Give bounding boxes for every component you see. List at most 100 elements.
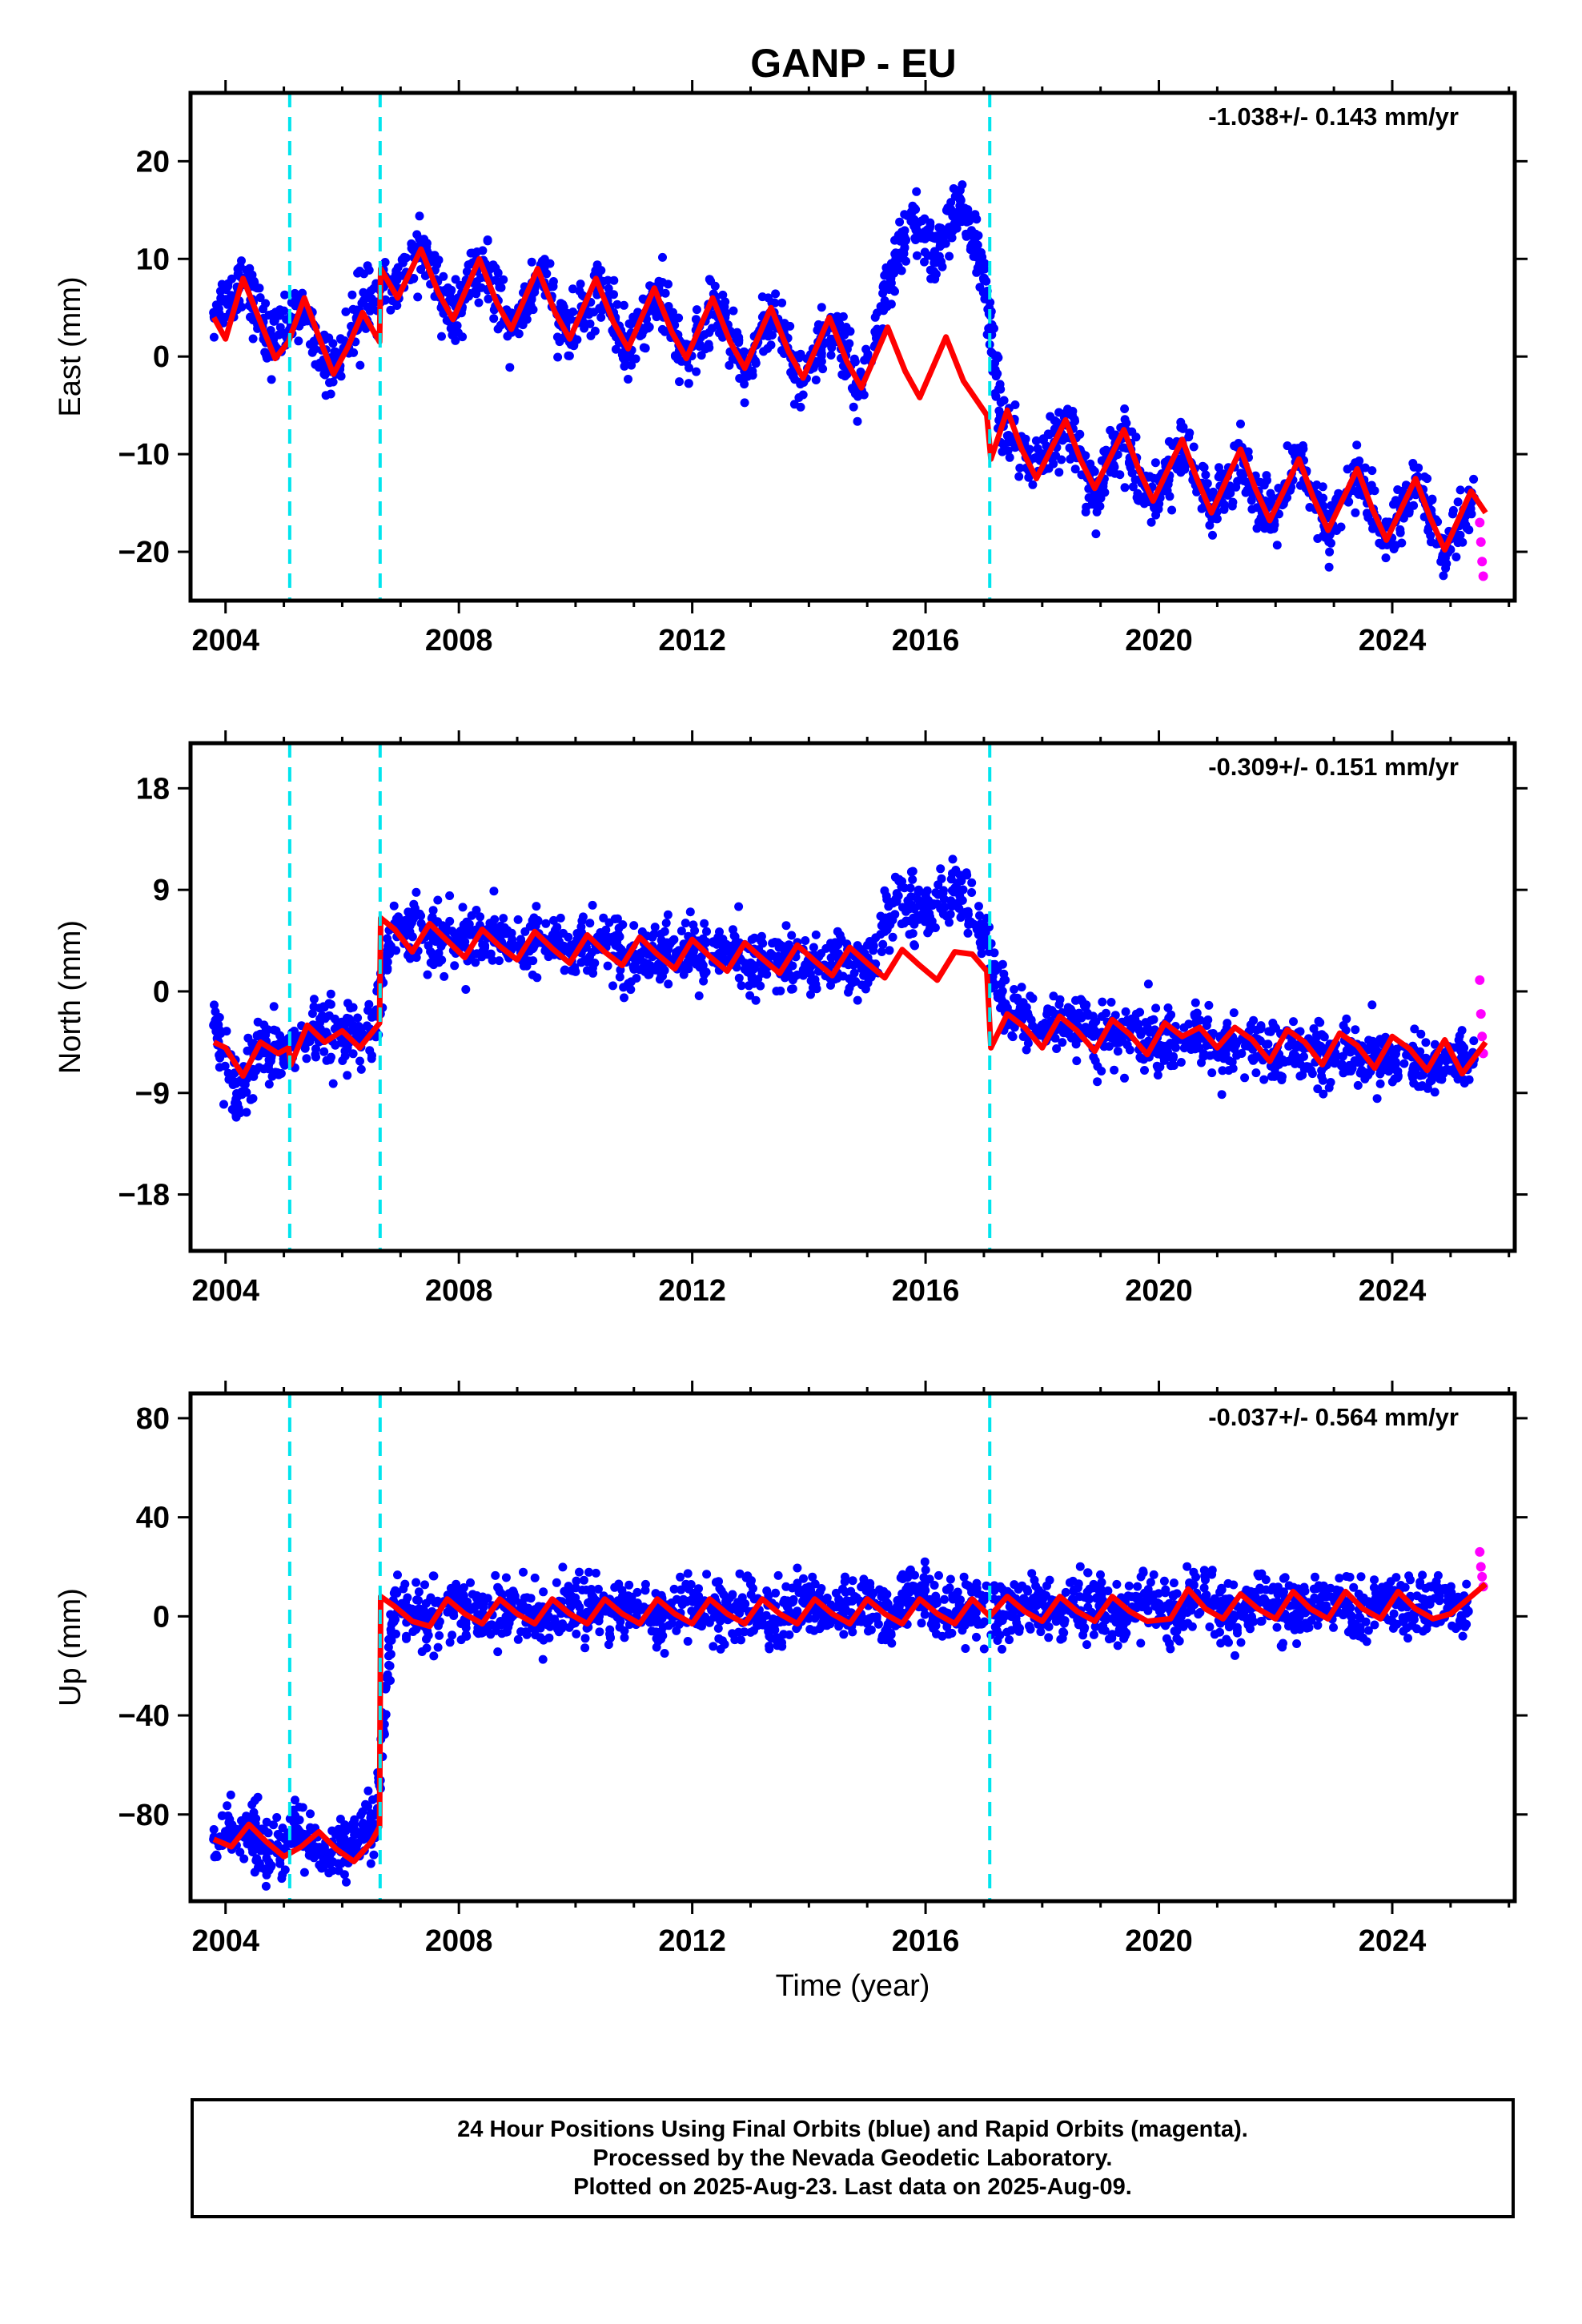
cloud-point xyxy=(564,1582,573,1591)
cloud-point xyxy=(248,1094,258,1104)
cloud-point xyxy=(1199,463,1209,472)
cloud-point xyxy=(1070,464,1080,474)
cloud-point xyxy=(576,279,585,289)
cloud-point xyxy=(1274,484,1283,493)
cloud-point xyxy=(1202,1041,1211,1050)
cloud-point xyxy=(1077,1013,1086,1023)
cloud-point xyxy=(218,1811,227,1820)
cloud-point xyxy=(1351,1025,1360,1035)
cloud-point xyxy=(1100,488,1110,497)
cloud-point xyxy=(331,1040,340,1050)
cloud-point xyxy=(949,184,958,193)
cloud-point xyxy=(986,324,995,333)
cloud-point xyxy=(740,398,749,408)
cloud-point xyxy=(809,943,818,952)
cloud-point xyxy=(495,956,504,966)
cloud-point xyxy=(211,300,221,310)
cloud-point xyxy=(383,957,392,967)
cloud-point xyxy=(355,360,365,370)
cloud-point xyxy=(1130,475,1140,485)
cloud-point xyxy=(584,1567,593,1577)
cloud-point xyxy=(1318,1076,1327,1085)
cloud-point xyxy=(218,296,227,306)
cloud-point xyxy=(1106,998,1116,1007)
cloud-point xyxy=(664,979,673,989)
cloud-point xyxy=(615,972,624,982)
cloud-point xyxy=(1005,452,1014,462)
cloud-point xyxy=(970,210,980,219)
cloud-point xyxy=(341,307,351,316)
cloud-point xyxy=(920,227,930,236)
cloud-point xyxy=(1289,1049,1298,1059)
cloud-point xyxy=(1140,1066,1149,1075)
cloud-point xyxy=(638,294,648,304)
cloud-point xyxy=(1272,541,1282,550)
cloud-point xyxy=(210,1000,219,1010)
cloud-point xyxy=(1086,459,1095,468)
cloud-point xyxy=(1319,1031,1329,1041)
cloud-point xyxy=(928,901,938,910)
cloud-point xyxy=(280,290,290,300)
cloud-point xyxy=(1017,983,1026,992)
cloud-point xyxy=(401,1598,410,1607)
cloud-point xyxy=(1302,1062,1311,1072)
cloud-point xyxy=(344,1014,354,1023)
cloud-point xyxy=(350,1815,359,1824)
cloud-point xyxy=(620,993,628,1003)
cloud-point xyxy=(930,275,940,283)
cloud-point xyxy=(1252,503,1262,513)
cloud-point xyxy=(227,1071,236,1080)
cloud-point xyxy=(568,308,578,316)
final-orbit-point xyxy=(921,907,931,918)
cloud-point xyxy=(450,961,460,971)
cloud-point xyxy=(1275,1071,1285,1080)
cloud-point xyxy=(474,298,484,308)
rapid-orbit-point xyxy=(1478,571,1488,581)
cloud-point xyxy=(632,974,641,983)
cloud-point xyxy=(1058,1038,1067,1047)
cloud-point xyxy=(677,927,686,935)
cloud-point xyxy=(601,925,611,935)
cloud-point xyxy=(1381,553,1391,563)
cloud-point xyxy=(776,986,785,995)
cloud-point xyxy=(1162,486,1172,496)
cloud-point xyxy=(386,305,396,315)
cloud-point xyxy=(619,300,628,310)
cloud-point xyxy=(946,896,956,906)
cloud-point xyxy=(1299,441,1307,450)
cloud-point xyxy=(664,302,673,311)
cloud-point xyxy=(370,1811,379,1820)
cloud-point xyxy=(1026,1015,1036,1025)
cloud-point xyxy=(439,923,448,933)
cloud-point xyxy=(391,1614,400,1624)
cloud-point xyxy=(1208,530,1217,540)
cloud-point xyxy=(299,317,308,327)
cloud-point xyxy=(1259,1075,1269,1084)
cloud-point xyxy=(409,899,419,909)
cloud-point xyxy=(311,1044,320,1054)
cloud-point xyxy=(549,915,558,925)
cloud-point xyxy=(1155,1062,1165,1072)
cloud-point xyxy=(459,1590,468,1600)
cloud-point xyxy=(766,340,776,350)
cloud-point xyxy=(961,207,970,216)
cloud-point xyxy=(1372,1046,1382,1055)
cloud-point xyxy=(936,904,946,914)
cloud-point xyxy=(586,331,596,340)
cloud-point xyxy=(880,283,889,292)
cloud-point xyxy=(298,1803,307,1812)
cloud-point xyxy=(275,1031,285,1040)
cloud-point xyxy=(391,1629,400,1638)
cloud-point xyxy=(1425,1077,1435,1087)
cloud-point xyxy=(539,1587,548,1597)
cloud-point xyxy=(1243,485,1252,495)
cloud-point xyxy=(818,364,828,374)
cloud-point xyxy=(267,375,276,384)
cloud-point xyxy=(639,343,648,352)
cloud-point xyxy=(579,1575,588,1585)
y-tick-label: 10 xyxy=(136,243,170,276)
cloud-point xyxy=(1441,564,1451,573)
cloud-point xyxy=(873,324,881,334)
cloud-point xyxy=(939,230,949,239)
cloud-point xyxy=(808,983,817,992)
